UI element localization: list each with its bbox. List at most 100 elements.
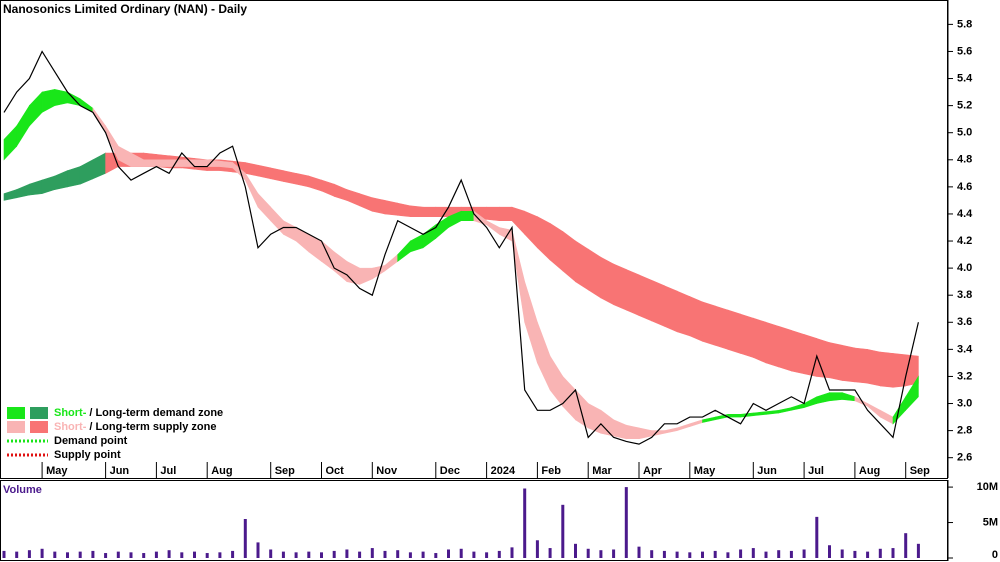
short-zone-band (727, 414, 741, 418)
volume-bar (891, 548, 895, 558)
long-zone-band (879, 351, 894, 388)
long-zone-band (664, 285, 678, 333)
long-zone-band (702, 301, 716, 346)
long-zone-band (270, 167, 284, 182)
long-zone-band (854, 347, 868, 384)
long-zone-band (841, 344, 856, 383)
long-zone-band (803, 334, 818, 377)
volume-tick-label: 0 (992, 549, 998, 561)
volume-bar (269, 549, 273, 558)
y-tick-label: 5.0 (957, 127, 972, 139)
long-zone-band (575, 240, 589, 291)
long-zone-band (587, 248, 602, 299)
x-tick-label: Sep (275, 465, 295, 477)
long-zone-band (257, 164, 272, 180)
y-tick-label: 3.6 (957, 316, 972, 328)
volume-bar (167, 550, 171, 558)
volume-bar (777, 550, 781, 558)
volume-bar (662, 550, 666, 558)
long-zone-band (892, 353, 907, 388)
volume-bar (574, 543, 577, 558)
volume-bar (2, 550, 6, 558)
legend-swatch (30, 407, 48, 419)
volume-bar (713, 550, 717, 558)
x-tick-label: Apr (643, 465, 663, 477)
long-zone-band (829, 342, 843, 381)
volume-bar (764, 551, 768, 558)
x-tick-label: Dec (440, 465, 460, 477)
volume-bar (485, 552, 489, 558)
long-zone-band (714, 305, 729, 350)
volume-bar (281, 551, 285, 558)
volume-bar (358, 551, 362, 558)
x-tick-label: Nov (376, 465, 398, 477)
volume-bar (142, 553, 146, 558)
short-zone-band (54, 89, 68, 106)
y-tick-label: 4.6 (957, 181, 972, 193)
x-tick-label: Mar (592, 465, 612, 477)
y-tick-label: 5.4 (957, 72, 973, 84)
long-zone-band (765, 321, 780, 368)
volume-bar (15, 551, 19, 558)
volume-bar (180, 552, 184, 558)
x-tick-label: Feb (541, 465, 561, 477)
short-zone-band (905, 375, 919, 412)
volume-bar (66, 552, 69, 558)
legend-part: Long-term demand zone (95, 407, 223, 419)
volume-bar (688, 552, 692, 558)
volume-bar (205, 553, 209, 558)
y-tick-label: 4.4 (957, 208, 973, 220)
volume-bar (751, 548, 755, 558)
long-zone-band (689, 296, 703, 342)
short-zone-band (181, 159, 195, 167)
volume-bar (878, 548, 882, 558)
price-line (3, 50, 919, 445)
volume-bar (434, 553, 438, 558)
legend-part: / (89, 421, 92, 433)
x-tick-label: May (46, 465, 68, 477)
volume-bar (459, 548, 463, 558)
long-zone-band (245, 162, 259, 177)
x-tick-label: May (694, 465, 716, 477)
short-zone-band (206, 159, 221, 167)
long-zone-band (435, 206, 449, 217)
volume-bar (802, 549, 806, 558)
y-tick-label: 4.2 (957, 235, 972, 247)
short-zone-band (194, 159, 208, 167)
legend-label: Short- / Long-term supply zone (54, 421, 216, 433)
long-zone-band (295, 172, 310, 188)
short-zone-band (156, 159, 170, 167)
legend-swatch (7, 421, 25, 433)
y-tick-label: 3.2 (957, 370, 972, 382)
volume-bar (447, 549, 450, 558)
x-tick-label: Jul (808, 465, 824, 477)
long-zone-band (752, 317, 767, 364)
short-zone-band (143, 159, 157, 167)
volume-bar (243, 519, 247, 558)
volume-bar (726, 552, 730, 558)
volume-bar (27, 550, 31, 558)
y-tick-label: 4.8 (957, 154, 972, 166)
volume-bar (193, 551, 196, 558)
long-zone-band (625, 269, 640, 316)
volume-bar (218, 552, 222, 558)
short-zone-band (829, 392, 843, 402)
volume-bar (383, 550, 387, 558)
long-zone-band (740, 313, 754, 358)
volume-bar (40, 548, 44, 558)
long-zone-band (778, 325, 792, 372)
volume-bar (866, 551, 870, 558)
long-zone-band (486, 206, 500, 222)
legend-part: Demand point (54, 435, 128, 447)
volume-bar (599, 550, 603, 558)
volume-bar (840, 549, 844, 558)
volume-bar (256, 542, 260, 558)
legend-part: Short- (54, 421, 87, 433)
volume-bar (510, 547, 514, 558)
volume-bar (154, 551, 158, 558)
long-zone-band (638, 274, 653, 322)
volume-bar (586, 548, 590, 558)
short-zone-band (219, 160, 233, 169)
volume-bar (561, 504, 565, 558)
